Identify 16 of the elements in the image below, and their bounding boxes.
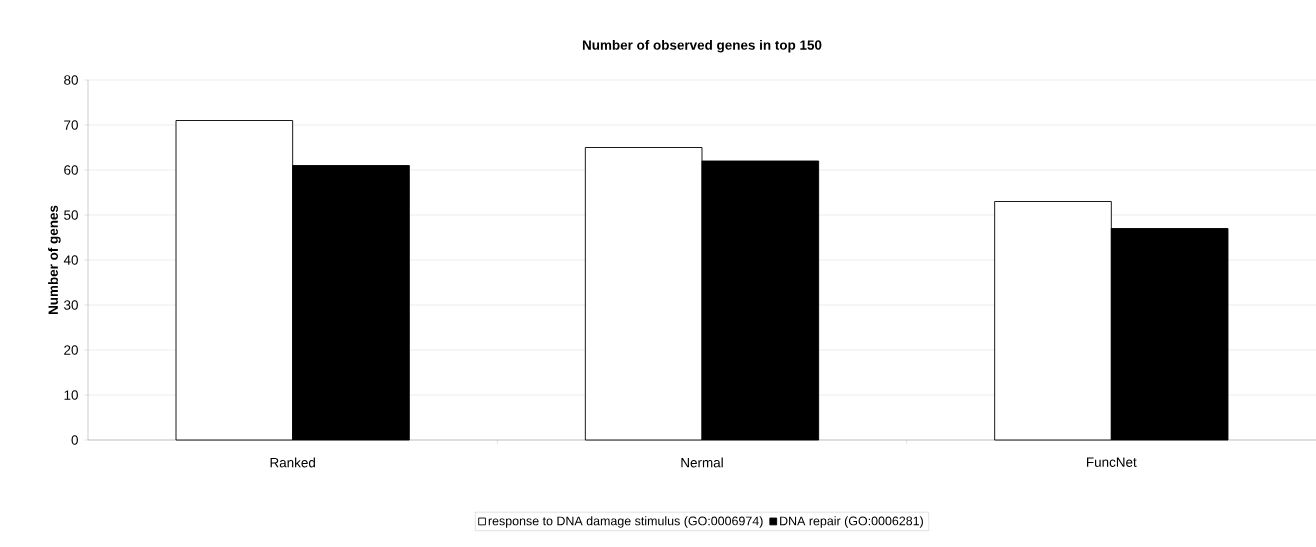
x-tick-label: Ranked	[270, 457, 315, 468]
x-tick-label: Nermal	[681, 457, 723, 468]
y-tick-label: 20	[64, 345, 78, 355]
y-tick-label: 50	[64, 210, 78, 220]
y-tick-label: 0	[71, 435, 78, 445]
legend-label: response to DNA damage stimulus (GO:0006974)	[488, 516, 763, 528]
y-axis-title: Number of genes	[48, 205, 61, 315]
x-tick-label: FuncNet	[1087, 457, 1137, 467]
y-tick-label: 10	[64, 390, 78, 400]
y-tick-label: 70	[64, 120, 78, 130]
y-tick-label: 40	[63, 255, 78, 265]
legend-label: DNA repair (GO:0006281)	[780, 516, 923, 528]
y-tick-label: 30	[64, 300, 78, 310]
chart-title: Number of observed genes in top 150	[582, 39, 822, 53]
y-tick-label: 60	[64, 165, 78, 175]
y-tick-label: 80	[64, 75, 78, 85]
